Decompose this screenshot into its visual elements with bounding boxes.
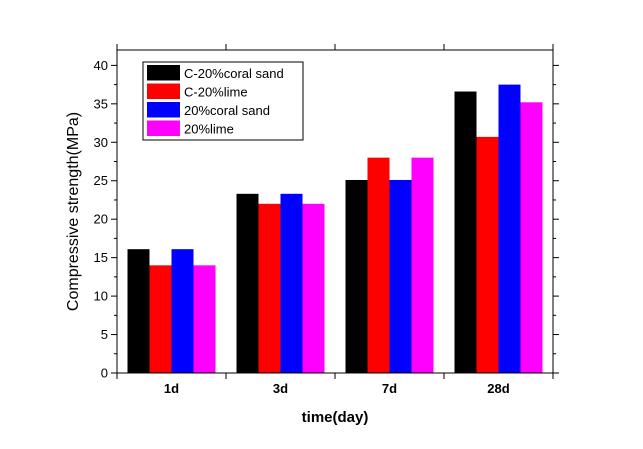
y-tick-label: 40 xyxy=(94,58,108,73)
bar-1d-1 xyxy=(149,265,172,373)
x-tick-label: 3d xyxy=(273,381,288,396)
bar-7d-1 xyxy=(367,157,390,373)
y-tick-label: 0 xyxy=(101,366,108,381)
y-axis-title: Compressive strength(MPa) xyxy=(65,112,82,311)
bar-7d-0 xyxy=(345,179,368,373)
legend-swatch xyxy=(147,83,180,99)
bar-28d-0 xyxy=(454,91,477,374)
bar-1d-0 xyxy=(127,249,150,373)
y-tick-label: 20 xyxy=(94,212,108,227)
y-tick-label: 30 xyxy=(94,135,108,150)
y-tick-label: 10 xyxy=(94,289,108,304)
bar-1d-2 xyxy=(171,249,194,373)
y-tick-label: 5 xyxy=(101,327,108,342)
bar-3d-1 xyxy=(258,203,281,373)
bar-7d-2 xyxy=(389,179,412,373)
legend-swatch xyxy=(147,120,180,136)
legend-swatch xyxy=(147,102,180,118)
y-tick-label: 35 xyxy=(94,96,108,111)
legend-label: C-20%coral sand xyxy=(184,66,284,81)
legend-label: 20%lime xyxy=(184,122,234,137)
x-tick-label: 7d xyxy=(382,381,397,396)
x-tick-label: 28d xyxy=(487,381,509,396)
legend-swatch xyxy=(147,65,180,81)
bar-28d-3 xyxy=(520,102,543,374)
legend: C-20%coral sand C-20%lime 20%coral sand 20%… xyxy=(142,61,304,141)
bar-1d-3 xyxy=(193,265,216,373)
y-axis: 0 5 10 15 20 25 30 35 40 xyxy=(94,58,559,381)
y-tick-label: 15 xyxy=(94,250,108,265)
legend-label: 20%coral sand xyxy=(184,103,270,118)
legend-label: C-20%lime xyxy=(184,85,248,100)
bars-group xyxy=(127,84,543,374)
bar-28d-2 xyxy=(498,84,521,373)
bar-3d-3 xyxy=(302,203,325,373)
y-tick-label: 25 xyxy=(94,173,108,188)
bar-28d-1 xyxy=(476,136,499,373)
x-axis: 1d 3d 7d 28d xyxy=(116,44,554,396)
bar-3d-0 xyxy=(236,193,259,373)
bar-3d-2 xyxy=(280,193,303,373)
bar-7d-3 xyxy=(411,157,434,373)
x-axis-title: time(day) xyxy=(302,409,369,426)
x-tick-label: 1d xyxy=(164,381,179,396)
